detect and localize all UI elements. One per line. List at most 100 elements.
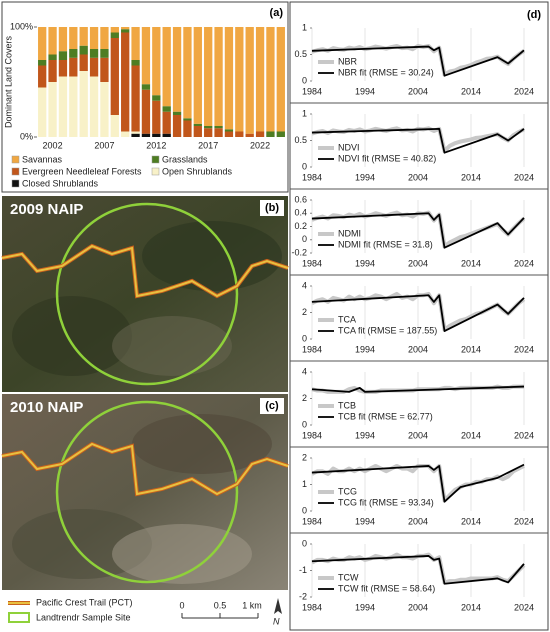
terrain (112, 316, 232, 376)
scale-label: 0.5 (214, 600, 227, 610)
legend-swatch (151, 155, 160, 164)
x-tick-label: 2014 (461, 172, 481, 182)
y-tick-label: 0 (302, 161, 307, 171)
x-tick-label: 1984 (302, 258, 322, 268)
legend-label: TCA (338, 314, 356, 324)
bar-segment (48, 82, 57, 137)
bar-segment (110, 32, 119, 38)
bar-segment (79, 71, 88, 137)
bar-segment (162, 133, 171, 137)
bar-segment (193, 126, 202, 137)
label-box (260, 200, 284, 216)
bar-segment (79, 45, 88, 55)
bar-segment (172, 115, 182, 137)
bar-segment (89, 49, 99, 58)
fit-line (311, 385, 525, 393)
x-tick-label: 2004 (408, 344, 428, 354)
bar-segment (152, 27, 161, 96)
legend-label: TCB (338, 400, 356, 410)
legend-label: Open Shrublands (162, 166, 233, 176)
legend-label: Pacific Crest Trail (PCT) (36, 597, 133, 607)
legend-swatch (11, 155, 20, 164)
x-tick-label: 2004 (408, 602, 428, 612)
x-tick-label: 2014 (461, 602, 481, 612)
x-tick-label: 1994 (355, 516, 375, 526)
y-tick-label: 0 (302, 419, 307, 429)
bar-segment (38, 60, 47, 66)
x-tick-label: 2024 (514, 258, 534, 268)
x-tick-label: 2014 (461, 258, 481, 268)
y-tick-label: -2 (299, 591, 307, 601)
scale-label: 0 (179, 600, 184, 610)
x-tick-label: 1984 (302, 516, 322, 526)
x-tick-label: 2017 (198, 140, 218, 150)
bar-segment (38, 87, 47, 137)
bar-segment (69, 27, 78, 49)
bar-segment (255, 131, 265, 137)
bar-segment (131, 65, 140, 132)
map-b: 2009 NAIP (b) (1, 196, 289, 392)
label-box (260, 398, 284, 414)
x-tick-label: 2014 (461, 86, 481, 96)
bar-segment (204, 27, 213, 126)
bar-segment (162, 106, 171, 112)
x-tick-label: 1994 (355, 258, 375, 268)
bar-segment (183, 118, 192, 121)
x-tick-label: 2014 (461, 430, 481, 440)
bar-segment (204, 126, 213, 129)
legend-label: TCG fit (RMSE = 93.34) (338, 497, 434, 507)
y-axis-label: Dominant Land Covers (3, 35, 13, 128)
bar-segment (276, 131, 285, 137)
bar-segment (172, 27, 182, 112)
map-c: 2010 NAIP (c) (1, 394, 289, 590)
fit-line (311, 555, 525, 585)
bar-segment (131, 131, 140, 134)
x-tick-label: 2004 (408, 430, 428, 440)
bar-segment (100, 82, 109, 137)
bar-segment (58, 76, 68, 137)
x-tick-label: 2014 (461, 344, 481, 354)
bar-segment (110, 27, 119, 33)
bar-segment (152, 133, 161, 137)
bar-segment (204, 128, 213, 137)
legend-label: TCG (338, 486, 357, 496)
bar-segment (58, 27, 68, 52)
fit-line (311, 45, 525, 77)
map-title: 2010 NAIP (10, 399, 83, 416)
bar-segment (193, 123, 202, 126)
terrain (12, 296, 132, 376)
y-tick-label: 2 (302, 307, 307, 317)
y-tick-label: -1 (299, 565, 307, 575)
bar-segment (141, 133, 151, 137)
bar-segment (110, 115, 119, 137)
bar-segment (121, 29, 130, 33)
bar-segment (266, 27, 275, 132)
legend-label: TCW fit (RMSE = 58.64) (338, 583, 435, 593)
legend-label: Savannas (22, 154, 63, 164)
bar-segment (69, 57, 78, 77)
panel-label: (b) (265, 202, 279, 214)
x-tick-label: 1994 (355, 602, 375, 612)
x-tick-label: 1994 (355, 344, 375, 354)
bar-segment (162, 111, 171, 134)
bar-segment (255, 27, 265, 132)
x-tick-label: 1994 (355, 172, 375, 182)
x-tick-label: 1994 (355, 86, 375, 96)
legend-label: TCB fit (RMSE = 62.77) (338, 411, 433, 421)
y-tick-label: 0 (302, 538, 307, 548)
bar-segment (152, 95, 161, 101)
legend-label: Evergreen Needleleaf Forests (22, 166, 142, 176)
bar-segment (38, 65, 47, 88)
x-tick-label: 2024 (514, 516, 534, 526)
bar-segment (48, 54, 57, 60)
bar-segment (58, 60, 68, 77)
x-tick-label: 2004 (408, 86, 428, 96)
panel-label: (c) (265, 400, 279, 412)
panel-label: (d) (527, 9, 541, 21)
legend-label: TCA fit (RMSE = 187.55) (338, 325, 437, 335)
scale-label: 1 km (242, 600, 262, 610)
fit-line (311, 212, 525, 249)
legend-label: NBR (338, 56, 358, 66)
map-title: 2009 NAIP (10, 201, 83, 218)
sample-site (55, 202, 239, 386)
